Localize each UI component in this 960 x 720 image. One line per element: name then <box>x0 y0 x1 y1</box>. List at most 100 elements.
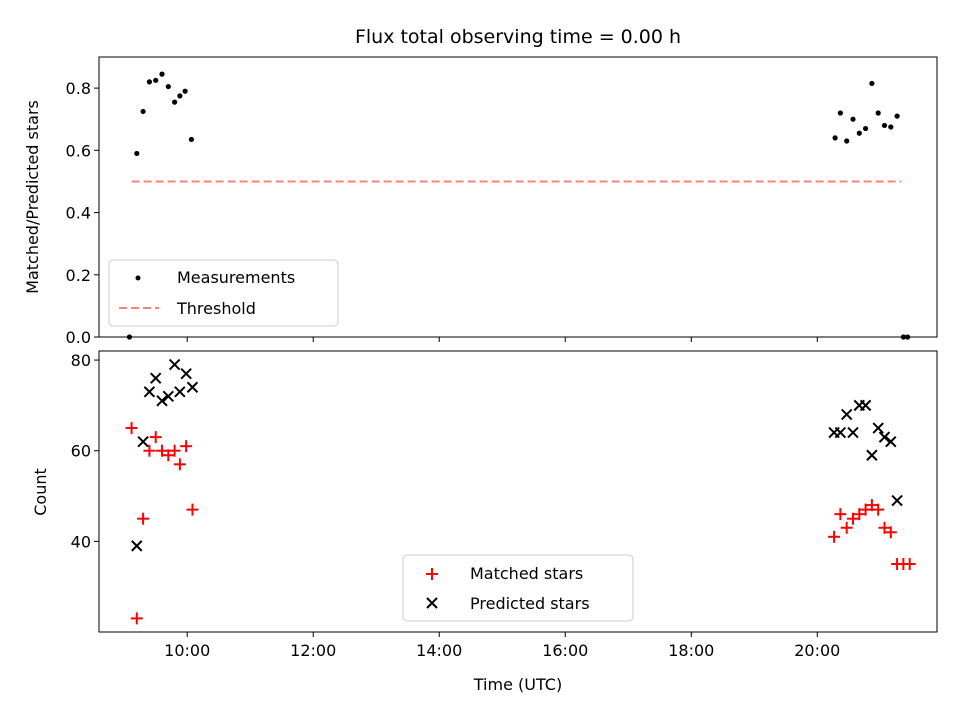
predicted-stars-point <box>885 435 897 448</box>
predicted-stars-point <box>174 386 186 398</box>
count-x-ticks: 10:00 12:00 14:00 16:00 18:00 20:00 <box>164 632 840 660</box>
measurements-point <box>140 108 146 115</box>
matched-stars-point <box>903 558 916 571</box>
predicted-stars-point <box>866 449 878 461</box>
predicted-stars-point <box>834 426 847 439</box>
predicted-stars-point <box>840 408 853 421</box>
matched-stars-point <box>168 444 181 457</box>
measurements-point <box>159 71 165 77</box>
predicted-stars-point <box>180 367 192 380</box>
x-tick-label: 14:00 <box>416 641 462 660</box>
predicted-stars-point <box>137 435 149 448</box>
ratio-plot-frame <box>98 56 938 338</box>
count-legend-box <box>402 554 634 622</box>
matched-stars-point <box>180 440 193 453</box>
legend-marker-measurements <box>135 275 141 281</box>
ratio-legend: Measurements Threshold <box>108 259 339 327</box>
legend-label-measurements: Measurements <box>177 268 295 287</box>
legend-label-predicted: Predicted stars <box>470 594 590 613</box>
ratio-y-ticks: 0.0 0.2 0.4 0.6 0.8 <box>66 79 99 347</box>
chart-title: Flux total observing time = 0.00 h <box>355 26 681 48</box>
measurements-point <box>881 122 888 129</box>
predicted-stars-point <box>872 422 884 434</box>
measurements-point <box>182 88 188 94</box>
matched-stars-point <box>130 612 143 625</box>
measurements-point <box>844 138 850 144</box>
y-tick-label: 40 <box>71 532 91 551</box>
measurements-point <box>165 83 171 90</box>
measurements-point <box>177 93 183 99</box>
count-series <box>125 358 916 625</box>
predicted-stars-point <box>859 399 872 412</box>
predicted-stars-point <box>186 381 199 393</box>
legend-label-matched: Matched stars <box>470 564 583 583</box>
legend-label-threshold: Threshold <box>176 299 256 318</box>
matched-stars-point <box>853 508 866 521</box>
matched-stars-point <box>137 512 150 525</box>
matched-stars-point <box>828 530 841 543</box>
x-tick-label: 10:00 <box>164 641 210 660</box>
predicted-stars-point <box>168 358 181 371</box>
y-tick-label: 60 <box>71 442 91 461</box>
measurements-point <box>146 79 153 85</box>
y-tick-label: 0.6 <box>66 141 91 160</box>
predicted-stars-point <box>143 386 156 398</box>
legend-marker-matched <box>426 568 438 580</box>
measurements-point <box>862 125 869 132</box>
predicted-stars-point <box>878 431 891 443</box>
matched-stars-point <box>125 422 138 435</box>
count-legend: Matched stars Predicted stars <box>402 554 634 622</box>
x-axis-label: Time (UTC) <box>473 675 562 694</box>
matched-stars-point <box>149 431 162 444</box>
measurements-point <box>153 77 159 83</box>
legend-marker-predicted <box>426 597 438 609</box>
matched-stars-point <box>878 521 891 534</box>
count-y-axis-label: Count <box>31 468 50 516</box>
predicted-stars-point <box>156 395 168 407</box>
measurements-point <box>126 334 133 340</box>
measurements-point <box>904 334 911 340</box>
y-tick-label: 0.0 <box>66 328 91 347</box>
count-y-ticks: 40 60 80 <box>71 351 99 551</box>
matched-stars-point <box>872 503 885 516</box>
ratio-legend-box <box>108 259 339 327</box>
ratio-x-ticks <box>186 337 818 342</box>
predicted-stars-point <box>891 494 903 507</box>
matched-stars-point <box>859 503 872 516</box>
measurements-point <box>856 130 862 136</box>
measurements-point <box>894 113 900 119</box>
measurements-point <box>188 136 195 143</box>
measurements-point <box>875 110 881 116</box>
x-tick-label: 16:00 <box>542 641 588 660</box>
measurements-point <box>172 99 178 105</box>
y-tick-label: 0.2 <box>66 266 91 285</box>
matched-stars-point <box>156 444 169 457</box>
predicted-stars-point <box>162 390 175 403</box>
predicted-stars-point <box>149 372 162 384</box>
measurements-point <box>900 334 906 340</box>
measurements-point <box>869 80 875 87</box>
measurements-point <box>832 135 838 141</box>
y-tick-label: 0.4 <box>66 204 91 223</box>
measurements-point <box>888 124 894 130</box>
predicted-stars-point <box>847 426 859 439</box>
matched-stars-point <box>846 512 859 525</box>
matched-stars-point <box>162 449 175 462</box>
matched-stars-point <box>186 503 199 516</box>
predicted-stars-point <box>131 540 143 552</box>
measurements-point <box>837 110 843 116</box>
ratio-panel: Matched/Predicted stars 0.00.20.40.60.8 … <box>23 56 938 347</box>
measurements-point <box>134 150 140 157</box>
matched-stars-point <box>834 508 847 521</box>
matched-stars-point <box>840 521 853 534</box>
ratio-series <box>126 71 911 340</box>
matched-stars-point <box>143 444 156 457</box>
matched-stars-point <box>884 526 897 539</box>
y-tick-label: 0.8 <box>66 79 91 98</box>
matched-stars-point <box>865 499 878 512</box>
ratio-y-axis-label: Matched/Predicted stars <box>23 100 42 294</box>
measurements-point <box>850 116 856 122</box>
x-tick-label: 12:00 <box>290 641 336 660</box>
count-plot-frame <box>98 350 938 633</box>
